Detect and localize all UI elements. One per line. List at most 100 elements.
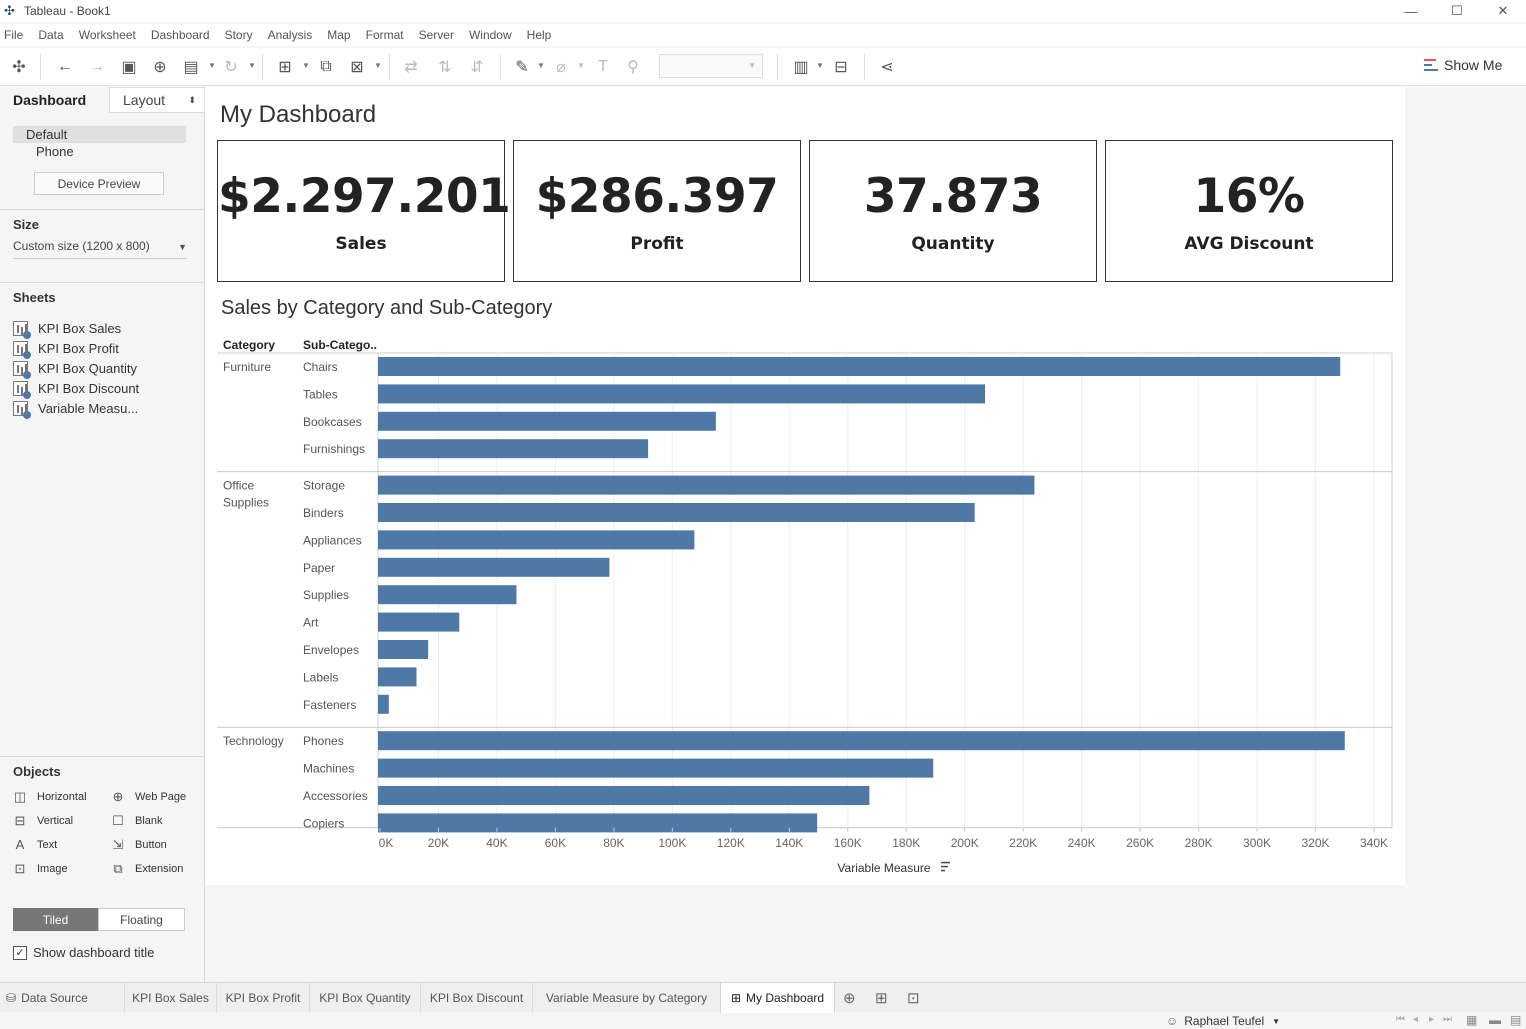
device-preview-button[interactable]: Device Preview [34, 172, 164, 195]
tiled-button[interactable]: Tiled [13, 908, 98, 931]
presentation-mode-icon[interactable]: ⊟ [834, 59, 848, 76]
new-story-icon[interactable]: ⊡ [907, 990, 920, 1007]
floating-button[interactable]: Floating [98, 908, 185, 931]
chevron-down-icon[interactable]: ▼ [816, 61, 824, 70]
object-button[interactable]: ⇲ Button [111, 837, 167, 852]
tab-dashboard[interactable]: Dashboard [0, 87, 109, 113]
highlight-icon[interactable]: ✎ [515, 59, 529, 76]
sheet-item[interactable]: Variable Measu... [13, 398, 139, 419]
menu-window[interactable]: Window [468, 28, 512, 42]
sheet-tab[interactable]: KPI Box Quantity [309, 983, 420, 1013]
dashboard-tab-icon: ⊞ [730, 991, 741, 1005]
pause-updates-icon[interactable]: ▤ [183, 59, 199, 76]
menu-analysis[interactable]: Analysis [267, 28, 313, 42]
object-text[interactable]: A Text [13, 837, 58, 852]
new-dashboard-icon[interactable]: ⊞ [875, 990, 888, 1007]
object-extension[interactable]: ⧉ Extension [111, 861, 183, 876]
duplicate-sheet-icon[interactable]: ⧉ [320, 58, 332, 75]
menu-format[interactable]: Format [365, 28, 404, 42]
chevron-down-icon[interactable]: ▼ [577, 61, 585, 70]
show-labels-icon[interactable]: T [598, 58, 608, 75]
menu-dashboard[interactable]: Dashboard [150, 28, 210, 42]
sheet-tab-label: KPI Box Sales [132, 991, 209, 1005]
swap-rows-columns-icon[interactable]: ⇄ [404, 59, 418, 76]
sheet-item[interactable]: KPI Box Sales [13, 318, 139, 339]
sorter-view-icon[interactable]: ▤ [1510, 1013, 1522, 1027]
sheet-item-label: KPI Box Profit [38, 340, 119, 356]
show-me-icon [1424, 59, 1438, 71]
first-page-icon[interactable]: ⏮ [1396, 1014, 1405, 1025]
object-web-page[interactable]: ⊕ Web Page [111, 789, 187, 804]
last-page-icon[interactable]: ⏭ [1443, 1014, 1452, 1025]
kpi-box-sales[interactable]: $2.297.201 Sales [217, 140, 511, 282]
size-dropdown[interactable]: Custom size (1200 x 800) ▼ [13, 239, 187, 259]
kpi-value: $2.297.201 [218, 169, 511, 224]
chevron-down-icon: ▼ [178, 242, 187, 252]
sheet-tab[interactable]: KPI Box Sales [124, 983, 216, 1013]
sort-ascending-icon[interactable]: ⇅ [438, 59, 452, 76]
kpi-box-profit[interactable]: $286.397 Profit [513, 140, 801, 282]
menu-server[interactable]: Server [418, 28, 454, 42]
sheet-tab-label: KPI Box Quantity [319, 991, 411, 1005]
sheet-item[interactable]: KPI Box Quantity [13, 358, 139, 379]
sheet-tab-active[interactable]: ⊞ My Dashboard [720, 982, 835, 1013]
menu-file[interactable]: File [4, 28, 24, 42]
menu-data[interactable]: Data [38, 28, 64, 42]
device-phone[interactable]: Phone [36, 144, 74, 159]
kpi-box-quantity[interactable]: 37.873 Quantity [809, 140, 1097, 282]
undo-icon[interactable]: ← [57, 58, 73, 75]
sheet-tab[interactable]: KPI Box Discount [420, 983, 532, 1013]
object-image[interactable]: ⊡ Image [13, 861, 68, 876]
menu-worksheet[interactable]: Worksheet [78, 28, 136, 42]
minimize-icon[interactable]: — [1404, 3, 1418, 19]
show-dashboard-title-checkbox[interactable]: ✓ Show dashboard title [13, 945, 154, 960]
menu-story[interactable]: Story [224, 28, 253, 42]
chevron-down-icon[interactable]: ▼ [208, 61, 216, 70]
device-default[interactable]: Default [13, 126, 186, 143]
sheet-item[interactable]: KPI Box Profit [13, 338, 139, 359]
sheet-tabs-bar: ⛁ Data Source KPI Box Sales KPI Box Prof… [0, 982, 1526, 1013]
sheet-tab[interactable]: Variable Measure by Category [532, 983, 720, 1013]
sort-descending-icon[interactable]: ⇵ [470, 59, 484, 76]
filmstrip-view-icon[interactable]: ▦ [1466, 1013, 1478, 1027]
clear-sheet-icon[interactable]: ⊠ [350, 59, 364, 76]
maximize-icon[interactable]: ☐ [1451, 3, 1463, 18]
object-blank[interactable]: ☐ Blank [111, 813, 163, 828]
group-members-icon[interactable]: ⌀ [556, 59, 566, 76]
object-label: Vertical [37, 814, 74, 827]
tiled-floating-toggle: Tiled Floating [13, 908, 185, 931]
chevron-down-icon[interactable]: ▼ [248, 61, 256, 70]
menu-map[interactable]: Map [327, 28, 351, 42]
next-page-icon[interactable]: ▸ [1429, 1014, 1435, 1025]
object-horizontal[interactable]: ◫ Horizontal [13, 789, 87, 804]
chevron-down-icon[interactable]: ▼ [374, 61, 382, 70]
chevron-up-down-icon: ⬍ [188, 94, 196, 105]
chevron-down-icon[interactable]: ▼ [302, 61, 310, 70]
object-label: Blank [135, 814, 163, 827]
new-data-source-icon[interactable]: ⊕ [153, 59, 167, 76]
show-me-button[interactable]: Show Me [1424, 57, 1502, 73]
menu-help[interactable]: Help [526, 28, 552, 42]
kpi-box-discount[interactable]: 16% AVG Discount [1105, 140, 1393, 282]
sheet-item[interactable]: KPI Box Discount [13, 378, 139, 399]
new-worksheet-icon[interactable]: ⊞ [278, 59, 292, 76]
refresh-icon[interactable]: ↻ [224, 59, 238, 76]
chevron-down-icon[interactable]: ▼ [537, 61, 545, 70]
user-menu[interactable]: ☺ Raphael Teufel ▼ [1166, 1014, 1280, 1028]
tab-layout[interactable]: Layout ⬍ [109, 87, 205, 113]
chevron-down-icon: ▼ [748, 61, 756, 70]
fit-dropdown[interactable]: ▼ [659, 54, 763, 78]
data-source-tab[interactable]: ⛁ Data Source [0, 983, 120, 1013]
share-icon[interactable]: ⋖ [880, 59, 894, 76]
new-worksheet-icon[interactable]: ⊕ [843, 990, 856, 1007]
sheet-tab[interactable]: KPI Box Profit [216, 983, 309, 1013]
close-icon[interactable]: ✕ [1497, 3, 1509, 18]
save-icon[interactable]: ▣ [121, 59, 137, 76]
fit-width-icon[interactable]: ▥ [793, 59, 809, 76]
tableau-home-icon[interactable]: ✣ [12, 59, 26, 76]
prev-page-icon[interactable]: ◂ [1413, 1014, 1419, 1025]
pin-axes-icon[interactable]: ⚲ [627, 59, 639, 76]
object-vertical[interactable]: ⊟ Vertical [13, 813, 74, 828]
tabs-view-icon[interactable]: ▬ [1489, 1013, 1501, 1027]
redo-icon[interactable]: → [89, 58, 105, 75]
